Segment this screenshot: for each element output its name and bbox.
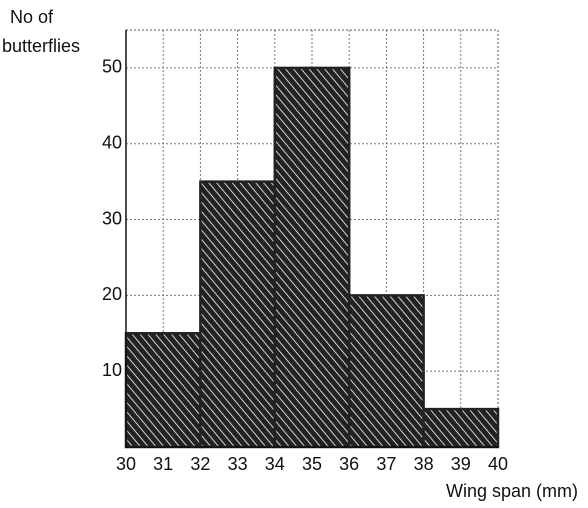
- bar: [422, 407, 500, 449]
- y-tick-label: 50: [102, 57, 122, 77]
- y-tick-label: 10: [102, 360, 122, 380]
- y-axis-label: No of: [10, 7, 54, 27]
- bar: [124, 332, 202, 449]
- bar: [347, 294, 425, 449]
- x-axis-label: Wing span (mm): [446, 481, 578, 501]
- bar: [273, 66, 351, 449]
- x-tick-label: 36: [339, 454, 359, 474]
- x-tick-label: 34: [265, 454, 285, 474]
- x-tick-label: 40: [488, 454, 508, 474]
- x-tick-label: 39: [451, 454, 471, 474]
- y-tick-label: 40: [102, 132, 122, 152]
- x-tick-label: 30: [116, 454, 136, 474]
- y-axis-label: butterflies: [2, 36, 80, 56]
- x-tick-label: 33: [228, 454, 248, 474]
- y-tick-label: 30: [102, 208, 122, 228]
- x-tick-label: 31: [153, 454, 173, 474]
- x-tick-label: 38: [414, 454, 434, 474]
- x-tick-label: 37: [376, 454, 396, 474]
- bar: [199, 180, 277, 449]
- x-tick-label: 35: [302, 454, 322, 474]
- x-tick-label: 32: [190, 454, 210, 474]
- y-tick-label: 20: [102, 284, 122, 304]
